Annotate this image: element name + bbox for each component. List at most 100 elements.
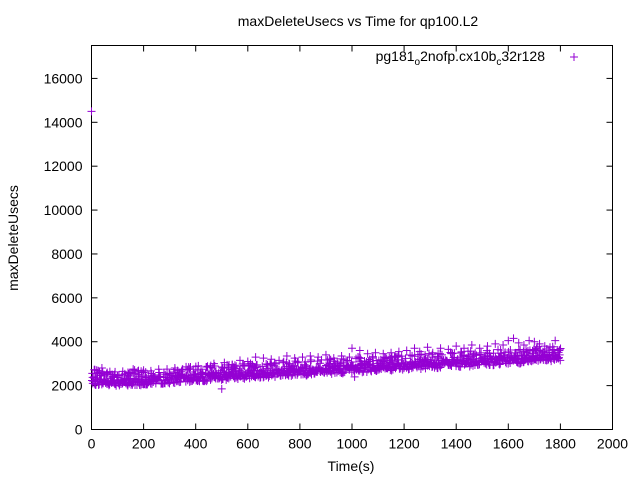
data-point <box>293 358 302 367</box>
data-point <box>475 360 484 369</box>
data-point <box>355 346 364 355</box>
data-point <box>347 358 356 367</box>
data-point <box>371 348 380 357</box>
data-point <box>306 351 315 360</box>
data-point <box>428 348 437 357</box>
data-point <box>556 356 565 365</box>
y-tick-label: 12000 <box>44 158 83 174</box>
data-point <box>327 369 336 378</box>
data-point <box>321 350 330 359</box>
data-point <box>421 351 430 360</box>
data-point <box>87 107 96 116</box>
data-point <box>307 356 316 365</box>
legend-label: pg181o2nofp.cx10bc32r128 <box>376 48 546 68</box>
x-tick-label: 1200 <box>389 436 420 452</box>
data-point <box>170 378 179 387</box>
data-point <box>540 342 549 351</box>
x-tick-label: 1000 <box>336 436 367 452</box>
data-point <box>394 351 403 360</box>
data-point <box>514 345 523 354</box>
data-point <box>139 366 148 375</box>
y-tick-label: 14000 <box>44 114 83 130</box>
data-point <box>551 336 560 345</box>
data-point <box>402 346 411 355</box>
data-point <box>456 362 465 371</box>
data-point <box>134 370 143 379</box>
data-point <box>155 368 164 377</box>
data-point <box>530 337 539 346</box>
data-point <box>394 347 403 356</box>
data-point <box>264 373 273 382</box>
data-point <box>90 372 99 381</box>
data-point <box>232 362 241 371</box>
data-point <box>235 356 244 365</box>
data-point <box>218 374 227 383</box>
data-point <box>415 347 424 356</box>
data-point <box>325 354 334 363</box>
data-point <box>387 356 396 365</box>
data-point <box>355 353 364 362</box>
data-point <box>108 370 117 379</box>
data-point <box>412 363 421 372</box>
data-point <box>489 349 498 358</box>
data-point <box>555 346 564 355</box>
chart-title: maxDeleteUsecs vs Time for qp100.L2 <box>238 13 479 29</box>
data-point <box>388 357 397 366</box>
data-point <box>410 344 419 353</box>
data-point <box>504 336 513 345</box>
data-point <box>275 356 284 365</box>
y-axis-label: maxDeleteUsecs <box>5 185 21 291</box>
data-point <box>486 354 495 363</box>
x-tick-label: 600 <box>236 436 260 452</box>
data-point <box>514 338 523 347</box>
data-point <box>228 360 237 369</box>
data-point <box>465 362 474 371</box>
data-point <box>290 354 299 363</box>
data-point <box>217 384 226 393</box>
data-point <box>556 344 565 353</box>
y-tick-label: 4000 <box>51 334 82 350</box>
data-point <box>198 368 207 377</box>
data-point <box>545 343 554 352</box>
data-point <box>259 354 268 363</box>
data-point <box>123 368 132 377</box>
data-point <box>178 365 187 374</box>
data-point <box>155 372 164 381</box>
data-point <box>163 365 172 374</box>
data-point <box>467 341 476 350</box>
data-point <box>496 346 505 354</box>
y-tick-label: 2000 <box>51 378 82 394</box>
data-point <box>506 345 515 354</box>
data-point <box>202 377 211 386</box>
data-point <box>438 350 447 359</box>
data-point <box>95 369 104 378</box>
x-tick-label: 800 <box>288 436 312 452</box>
data-point <box>329 354 338 363</box>
data-point <box>363 349 372 358</box>
data-point <box>444 345 453 354</box>
data-point <box>103 368 112 377</box>
data-point <box>298 353 307 362</box>
data-point <box>338 369 347 378</box>
data-point <box>345 353 354 362</box>
data-point <box>555 345 564 354</box>
data-point <box>350 372 359 381</box>
x-tick-label: 200 <box>132 436 156 452</box>
data-point <box>495 360 504 369</box>
data-point <box>143 380 152 389</box>
data-point <box>481 359 490 368</box>
data-point <box>202 362 211 371</box>
x-tick-label: 0 <box>88 436 96 452</box>
data-point <box>483 342 492 351</box>
data-point <box>282 351 291 360</box>
data-point <box>435 362 444 371</box>
data-point <box>314 353 323 362</box>
data-point <box>194 361 203 370</box>
y-axis: 0 2000 4000 6000 8000 10000 12000 14000 16000 <box>44 70 613 438</box>
x-tick-label: 2000 <box>597 436 628 452</box>
data-point <box>410 352 419 361</box>
data-point <box>294 357 303 366</box>
y-tick-label: 0 <box>75 422 83 438</box>
x-tick-label: 400 <box>184 436 208 452</box>
legend-marker <box>570 53 578 61</box>
